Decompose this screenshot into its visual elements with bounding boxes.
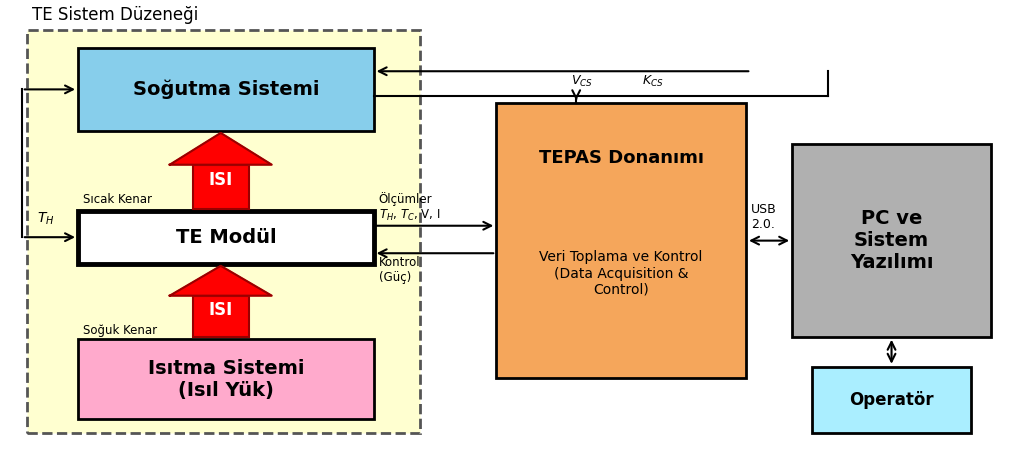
Text: PC ve
Sistem
Yazılımı: PC ve Sistem Yazılımı (850, 209, 933, 272)
Text: TEPAS Donanımı: TEPAS Donanımı (539, 149, 704, 167)
Text: ISI: ISI (209, 171, 233, 189)
Text: Operatör: Operatör (849, 391, 934, 409)
Bar (496, 103, 746, 378)
Text: TE Modül: TE Modül (176, 228, 276, 247)
Text: ISI: ISI (209, 301, 233, 319)
Text: TE Sistem Düzeneği: TE Sistem Düzeneği (32, 6, 198, 24)
Text: $K_{CS}$: $K_{CS}$ (642, 74, 664, 89)
Text: $T_H$: $T_H$ (37, 211, 54, 227)
Text: Ölçümler
$T_H$, $T_C$, V, I: Ölçümler $T_H$, $T_C$, V, I (379, 192, 441, 224)
Bar (78, 339, 373, 419)
Text: Sıcak Kenar: Sıcak Kenar (83, 193, 152, 206)
Polygon shape (170, 133, 272, 164)
Text: Isıtma Sistemi
(Isıl Yük): Isıtma Sistemi (Isıl Yük) (147, 359, 304, 400)
Text: Soğutma Sistemi: Soğutma Sistemi (133, 79, 319, 99)
Bar (78, 211, 373, 263)
Text: Kontrol
(Güç): Kontrol (Güç) (379, 255, 420, 284)
Text: $V_{CS}$: $V_{CS}$ (571, 74, 593, 89)
Bar (792, 145, 991, 337)
Bar (78, 48, 373, 131)
Bar (192, 296, 249, 337)
Bar (27, 30, 419, 433)
Text: Veri Toplama ve Kontrol
(Data Acquisition &
Control): Veri Toplama ve Kontrol (Data Acquisitio… (539, 250, 703, 297)
Text: Soğuk Kenar: Soğuk Kenar (83, 324, 158, 337)
Bar (812, 367, 971, 433)
Polygon shape (170, 266, 272, 296)
Bar (192, 164, 249, 208)
Text: USB
2.0.: USB 2.0. (751, 203, 777, 231)
